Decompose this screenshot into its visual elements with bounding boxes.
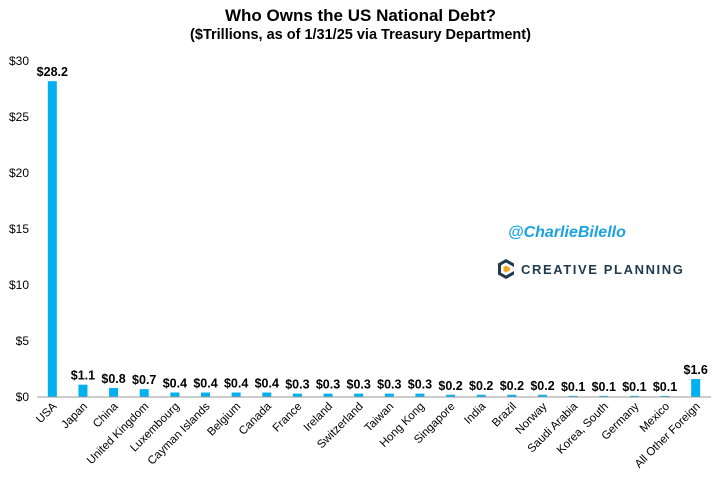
bar: [629, 395, 639, 397]
bar: [384, 393, 394, 397]
bar: [323, 393, 333, 397]
x-tick-label: France: [271, 401, 305, 435]
x-tick-label: India: [462, 400, 489, 427]
y-tick-label: $20: [9, 166, 29, 180]
chart-title: Who Owns the US National Debt?: [224, 6, 497, 25]
bar: [262, 392, 272, 397]
x-tick-label: Brazil: [490, 401, 519, 430]
y-tick-label: $5: [16, 334, 30, 348]
data-label: $0.8: [101, 372, 125, 386]
y-tick-label: $15: [9, 222, 29, 236]
y-tick-label: $25: [9, 110, 29, 124]
data-label: $0.7: [132, 373, 156, 387]
bar: [507, 394, 517, 397]
brand-watermark: CREATIVE PLANNING: [497, 258, 684, 280]
data-label: $0.3: [377, 378, 401, 392]
y-tick-label: $10: [9, 278, 29, 292]
y-tick-label: $30: [9, 54, 29, 68]
bar: [109, 388, 119, 397]
x-tick-label: Japan: [59, 401, 90, 432]
bar: [170, 392, 180, 397]
data-label: $0.2: [530, 379, 554, 393]
x-tick-label: Canada: [237, 400, 274, 437]
bar: [691, 379, 701, 397]
data-label: $28.2: [37, 65, 68, 79]
bar: [201, 392, 210, 397]
brand-name: CREATIVE PLANNING: [521, 261, 685, 277]
data-label: $0.3: [347, 378, 371, 392]
bar: [78, 384, 88, 397]
bar: [139, 389, 149, 397]
bar: [476, 394, 486, 397]
data-label: $0.3: [408, 378, 432, 392]
data-label: $1.6: [684, 363, 708, 377]
data-label: $0.4: [224, 377, 248, 391]
data-label: $1.1: [71, 369, 95, 383]
data-label: $0.1: [653, 380, 677, 394]
y-tick-label: $0: [16, 390, 30, 404]
bar: [47, 81, 57, 397]
data-label: $0.4: [193, 377, 217, 391]
creative-planning-logo-icon: [497, 258, 515, 280]
bar: [446, 394, 456, 397]
bar: [599, 395, 609, 397]
data-label: $0.2: [438, 379, 462, 393]
x-tick-label: Belgium: [205, 401, 243, 439]
bar: [660, 395, 670, 397]
bar: [568, 395, 578, 397]
data-label: $0.2: [500, 379, 524, 393]
data-label: $0.4: [163, 377, 187, 391]
data-label: $0.3: [285, 378, 309, 392]
data-label: $0.4: [255, 377, 279, 391]
data-label: $0.1: [622, 380, 646, 394]
chart-subtitle: ($Trillions, as of 1/31/25 via Treasury …: [190, 27, 531, 43]
bar: [231, 392, 241, 397]
bar: [354, 393, 364, 397]
bar: [415, 393, 425, 397]
bar: [538, 394, 547, 397]
author-handle: @CharlieBilello: [508, 224, 626, 241]
data-label: $0.2: [469, 379, 493, 393]
x-tick-label: USA: [34, 400, 59, 425]
data-label: $0.3: [316, 378, 340, 392]
data-label: $0.1: [592, 380, 616, 394]
data-label: $0.1: [561, 380, 585, 394]
bar: [292, 393, 302, 397]
